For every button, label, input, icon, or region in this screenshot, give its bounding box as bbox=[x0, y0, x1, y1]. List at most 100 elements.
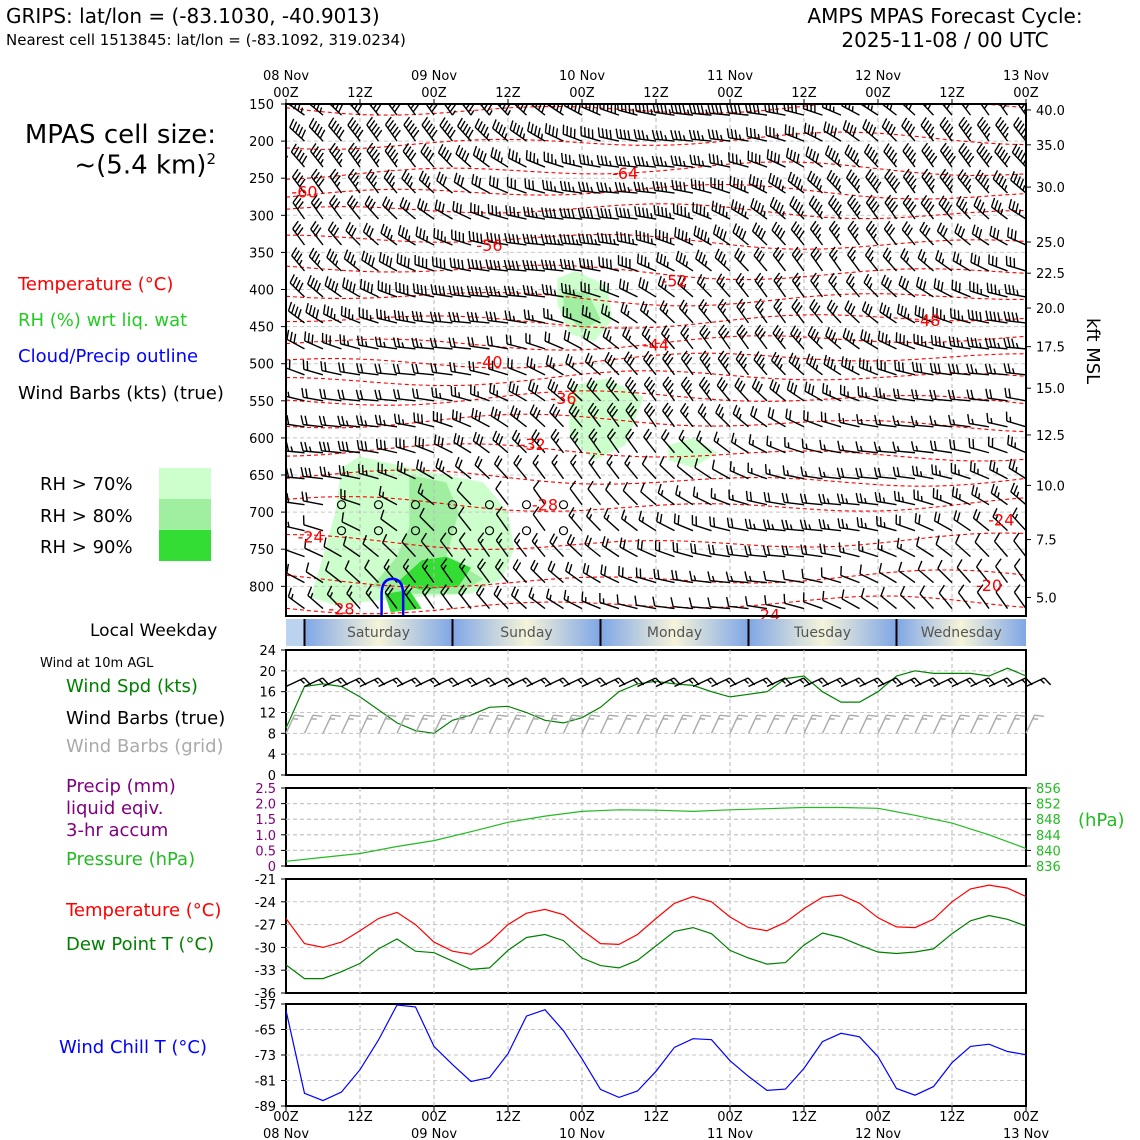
barb-flag bbox=[347, 142, 355, 152]
sfc-barb-grid bbox=[729, 714, 748, 734]
barb-half bbox=[645, 161, 649, 167]
barb-flag bbox=[448, 311, 452, 322]
barb-flag bbox=[523, 309, 527, 319]
barb-shaft bbox=[784, 528, 805, 532]
barb-flag bbox=[755, 354, 763, 364]
barb-flag bbox=[608, 208, 612, 219]
barb-half bbox=[837, 184, 842, 191]
barb-flag bbox=[493, 585, 500, 595]
barb-flag bbox=[678, 299, 685, 309]
barb-flag bbox=[312, 307, 316, 317]
barb-shaft bbox=[310, 150, 324, 168]
barb-flag bbox=[682, 714, 693, 717]
barb-flag bbox=[810, 328, 816, 338]
barb-flag bbox=[779, 230, 786, 240]
barb-shaft bbox=[735, 358, 750, 376]
barb-flag bbox=[415, 388, 419, 399]
barb-flag bbox=[618, 182, 623, 192]
wind-barb bbox=[762, 545, 786, 558]
barb-flag bbox=[984, 363, 989, 374]
barb-flag bbox=[915, 362, 919, 373]
wind-barb bbox=[763, 570, 786, 584]
barb-shaft bbox=[976, 591, 990, 609]
barb-flag bbox=[992, 227, 996, 238]
wind-barb bbox=[588, 454, 602, 480]
barb-shaft bbox=[551, 462, 565, 480]
wind-barb bbox=[338, 465, 361, 480]
barb-flag bbox=[590, 405, 597, 415]
barb-shaft bbox=[784, 474, 805, 480]
barb-flag bbox=[277, 224, 283, 232]
barb-flag bbox=[867, 250, 874, 259]
barb-flag bbox=[433, 311, 438, 322]
barb-half bbox=[572, 460, 577, 467]
legend-wind-speed: Wind Spd (kts) bbox=[66, 676, 198, 697]
barb-flag bbox=[949, 155, 956, 165]
barb-flag bbox=[496, 588, 502, 598]
barb-flag bbox=[387, 119, 395, 129]
barb-shaft bbox=[340, 714, 351, 734]
barb-flag bbox=[660, 429, 667, 438]
barb-flag bbox=[474, 118, 480, 128]
barb-flag bbox=[659, 513, 663, 524]
wind-barb bbox=[695, 430, 712, 454]
barb-flag bbox=[533, 153, 536, 163]
legend-temperature: Temperature (°C) bbox=[18, 274, 174, 295]
barb-flag bbox=[860, 517, 864, 528]
wind-barb bbox=[917, 560, 934, 584]
barb-flag bbox=[405, 202, 411, 212]
wind-barb bbox=[947, 389, 971, 402]
wind-barb bbox=[620, 302, 638, 324]
barb-flag bbox=[290, 143, 297, 153]
barb-flag bbox=[818, 493, 822, 504]
barb-half bbox=[1021, 679, 1027, 684]
barb-flag bbox=[995, 558, 1002, 567]
barb-flag bbox=[715, 403, 721, 414]
wind-barb bbox=[318, 415, 342, 428]
barb-half bbox=[427, 182, 431, 188]
barb-shaft bbox=[956, 567, 972, 584]
forecast-cycle-line1: AMPS MPAS Forecast Cycle: bbox=[807, 4, 1083, 28]
wind-barb bbox=[625, 428, 639, 454]
barb-half bbox=[553, 460, 558, 467]
barb-flag bbox=[905, 171, 913, 181]
barb-flag bbox=[872, 204, 880, 213]
pressure-tick-label: 200 bbox=[249, 135, 274, 150]
barb-flag bbox=[951, 363, 956, 374]
barb-flag bbox=[367, 198, 374, 208]
barb-flag bbox=[644, 256, 647, 267]
barb-flag bbox=[680, 350, 688, 359]
barb-flag bbox=[498, 124, 503, 134]
barb-flag bbox=[606, 428, 614, 437]
barb-shaft bbox=[754, 332, 768, 350]
barb-half bbox=[716, 437, 720, 444]
barb-flag bbox=[937, 513, 941, 523]
barb-flag bbox=[852, 127, 857, 137]
barb-half bbox=[686, 109, 690, 115]
barb-flag bbox=[940, 281, 944, 292]
barb-flag bbox=[419, 461, 423, 471]
barb-flag bbox=[1011, 312, 1015, 322]
barb-shaft bbox=[675, 259, 694, 272]
barb-flag bbox=[701, 254, 706, 264]
barb-flag bbox=[466, 311, 471, 322]
barb-flag bbox=[841, 589, 845, 599]
wind-barb bbox=[893, 490, 916, 506]
barb-shaft bbox=[490, 155, 509, 168]
barb-shaft bbox=[914, 521, 934, 532]
time-tick-label-bottom: 12Z bbox=[495, 1110, 521, 1125]
wind-barb bbox=[413, 412, 435, 428]
barb-flag bbox=[871, 152, 878, 162]
barb-flag bbox=[754, 298, 762, 307]
barb-half bbox=[411, 679, 416, 684]
barb-half bbox=[660, 489, 664, 496]
barb-half bbox=[572, 159, 575, 166]
barb-flag bbox=[828, 220, 836, 230]
wind-barb bbox=[765, 125, 786, 142]
barb-flag bbox=[725, 104, 730, 114]
barb-shaft bbox=[310, 202, 324, 220]
barb-flag bbox=[608, 234, 612, 244]
barb-flag bbox=[548, 260, 553, 270]
barb-flag bbox=[611, 408, 619, 418]
barb-flag bbox=[861, 387, 864, 397]
